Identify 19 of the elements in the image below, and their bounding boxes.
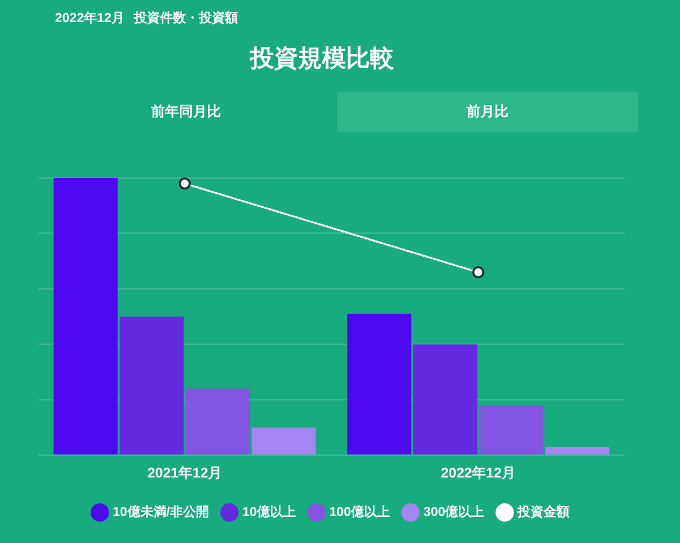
x-tick-label: 2021年12月 bbox=[147, 464, 222, 480]
chart-subtitle: 2022年12月 投資件数・投資額 bbox=[55, 9, 238, 27]
bar bbox=[252, 427, 316, 454]
chart-title: 投資規模比較 bbox=[248, 44, 395, 74]
bar bbox=[545, 446, 610, 454]
legend-label: 10億未満/非公開 bbox=[112, 504, 209, 520]
legend-label: 10億以上 bbox=[242, 504, 296, 520]
bar bbox=[54, 178, 118, 454]
bar bbox=[413, 344, 478, 454]
tab[interactable]: 前月比 bbox=[336, 92, 638, 132]
legend-label: 投資金額 bbox=[516, 504, 570, 520]
legend-label: 100億以上 bbox=[329, 504, 390, 520]
bar bbox=[120, 316, 184, 454]
bar bbox=[347, 314, 412, 454]
legend-label: 300億以上 bbox=[424, 504, 484, 520]
tab[interactable]: 前年同月比 bbox=[35, 92, 336, 132]
bar bbox=[186, 388, 250, 454]
x-tick-label: 2022年12月 bbox=[440, 464, 516, 480]
bar bbox=[479, 405, 544, 454]
